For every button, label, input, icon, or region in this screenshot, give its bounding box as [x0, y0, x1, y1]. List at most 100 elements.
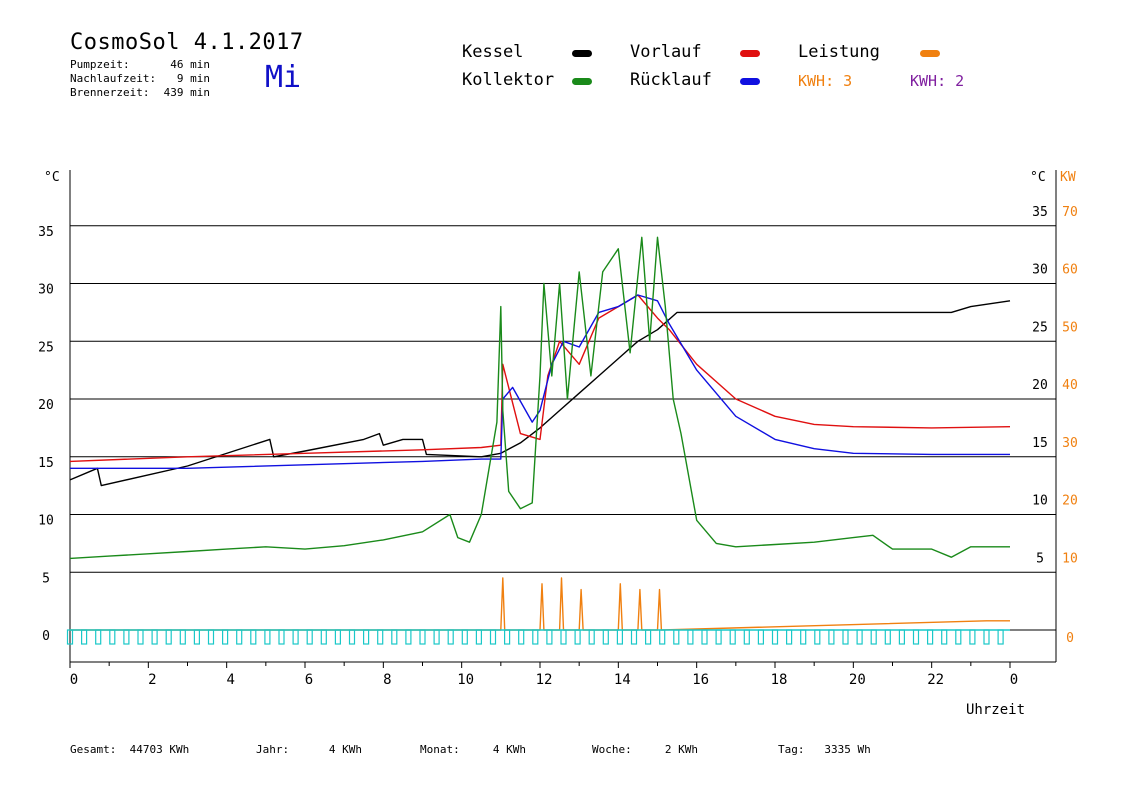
x-tick-label: 4 [226, 672, 234, 688]
pump-marker [800, 629, 807, 645]
footer-label: Monat: [420, 743, 460, 756]
footer-label: Jahr: [256, 743, 290, 756]
y-right-tick-label: 5 [1036, 551, 1044, 566]
pump-marker [602, 629, 609, 645]
x-tick-label: 20 [849, 672, 866, 688]
pump-marker [334, 629, 341, 645]
legend-kollektor-label: Kollektor [462, 70, 555, 90]
stat-nachlaufzeit: Nachlaufzeit: 9 min [70, 72, 210, 85]
y-tick-label: 30 [38, 283, 54, 298]
series-line-kollektor [69, 236, 1010, 560]
y2-tick-label: 10 [1062, 551, 1078, 566]
stat-value: 46 min [170, 58, 210, 71]
y-left-unit: °C [44, 170, 60, 185]
footer-label: Gesamt: [70, 743, 117, 756]
legend-kwh1: KWH: 3 [798, 72, 853, 90]
x-tick-label: 18 [771, 672, 788, 688]
pump-marker [236, 629, 243, 645]
pump-marker [391, 629, 398, 645]
y2-tick-label: 30 [1062, 436, 1078, 451]
pump-marker [659, 629, 666, 645]
y2-tick-label: 60 [1062, 263, 1078, 278]
pump-marker [870, 629, 877, 645]
pump-marker [729, 629, 736, 645]
pump-marker [123, 629, 130, 645]
pump-marker [433, 629, 440, 645]
legend-leistung-label: Leistung [798, 42, 880, 62]
pump-marker [630, 629, 638, 645]
chart-ticks: 0510152025303551015202530350102030405060… [38, 205, 1078, 688]
pump-marker [405, 629, 412, 645]
pump-marker [66, 629, 74, 645]
pump-marker [250, 629, 257, 645]
footer-woche: Woche: 2 KWh [592, 743, 698, 756]
legend-kollektor-swatch [572, 78, 592, 85]
pump-marker [644, 629, 652, 645]
y2-tick-label: 50 [1062, 320, 1078, 335]
pump-marker [363, 629, 370, 645]
y-tick-label: 10 [38, 514, 54, 529]
pump-marker [109, 629, 116, 645]
footer-gesamt: Gesamt: 44703 KWh [70, 743, 189, 756]
pump-marker [489, 629, 497, 645]
pump-marker [532, 629, 539, 645]
pump-marker [377, 629, 384, 645]
pump-marker [320, 629, 327, 645]
x-tick-label: 6 [305, 672, 313, 688]
footer-value: 4 KWh [328, 743, 362, 756]
footer-value: 44703 KWh [129, 743, 190, 756]
x-tick-label: 0 [1010, 672, 1018, 688]
x-tick-label: 0 [70, 672, 78, 688]
pump-marker [151, 629, 158, 645]
chart-axes [69, 170, 1057, 663]
x-tick-label: 2 [148, 672, 156, 688]
series-line-rcklauf [70, 294, 1010, 469]
stat-brennerzeit: Brennerzeit: 439 min [70, 86, 210, 99]
stat-pumpzeit: Pumpzeit: 46 min [70, 58, 210, 71]
y-tick-label: 0 [42, 629, 50, 644]
chart-series [69, 236, 1011, 631]
stat-value: 439 min [163, 86, 210, 99]
pump-marker [222, 629, 229, 645]
pump-marker [856, 629, 863, 645]
y-tick-label: 35 [38, 225, 54, 240]
pump-marker [616, 629, 624, 645]
y2-tick-label: 20 [1062, 494, 1078, 509]
x-tick-label: 10 [457, 672, 474, 688]
legend-leistung-swatch [920, 50, 940, 57]
y-right-tick-label: 15 [1032, 436, 1048, 451]
y-tick-label: 20 [38, 398, 54, 413]
pump-marker [80, 629, 88, 645]
stat-label: Nachlaufzeit: [70, 72, 157, 85]
legend-kessel-label: Kessel [462, 42, 524, 62]
y-tick-label: 15 [38, 456, 54, 471]
pump-marker [941, 629, 948, 645]
pump-marker [912, 629, 920, 645]
pump-marker [574, 629, 581, 645]
pump-marker [884, 629, 891, 645]
y-tick-label: 5 [42, 571, 50, 586]
y2-tick-label: 70 [1062, 205, 1078, 220]
pump-marker [757, 629, 765, 645]
legend-ruecklauf-label: Rücklauf [630, 70, 712, 90]
x-axis-label: Uhrzeit [966, 702, 1026, 718]
pump-marker [898, 629, 906, 645]
pump-marker [701, 629, 708, 645]
pump-marker [292, 629, 299, 645]
pump-marker [137, 629, 144, 645]
x-tick-label: 16 [692, 672, 709, 688]
stat-value: 9 min [176, 72, 210, 85]
pump-marker [771, 629, 779, 645]
series-line-kessel [69, 300, 1011, 487]
pump-marker [560, 629, 567, 645]
pump-marker [348, 629, 356, 645]
footer-jahr: Jahr: 4 KWh [256, 743, 362, 756]
y2-unit: KW [1060, 170, 1076, 185]
footer-tag: Tag: 3335 Wh [778, 743, 871, 756]
stat-label: Pumpzeit: [70, 58, 130, 71]
series-line-leistung [70, 577, 1010, 631]
pump-marker [264, 629, 271, 645]
pump-markers [66, 629, 1010, 645]
pump-marker [955, 629, 962, 645]
pump-marker [785, 629, 793, 645]
